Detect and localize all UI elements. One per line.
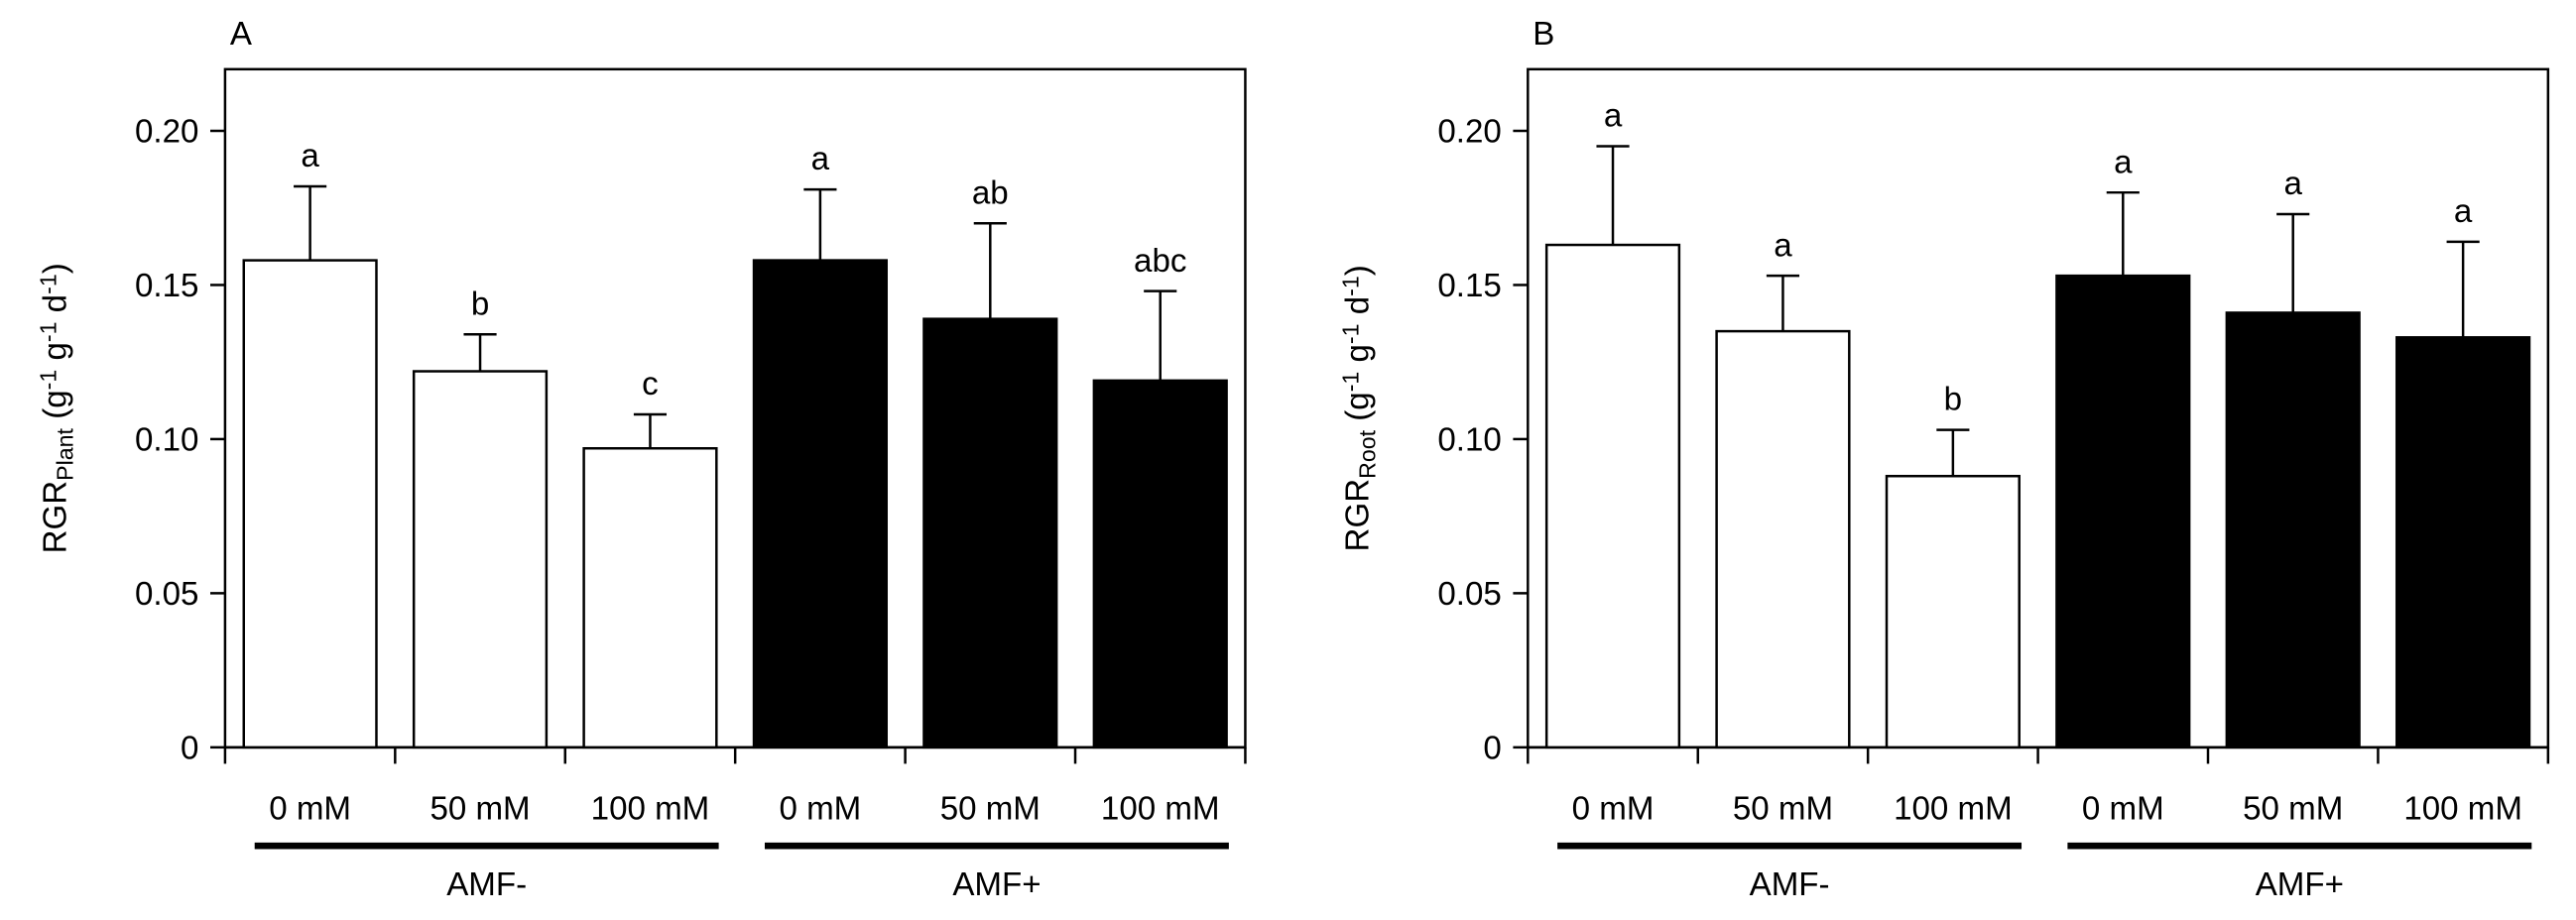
x-tick-label: 100 mM	[1101, 791, 1220, 828]
x-tick-label: 100 mM	[1894, 791, 2013, 828]
bar-label: a	[811, 141, 830, 177]
bar	[1092, 379, 1228, 749]
x-tick-label: 0 mM	[2082, 791, 2164, 828]
bar	[1715, 329, 1851, 749]
bar-label: abc	[1134, 243, 1186, 280]
bar	[2225, 311, 2361, 749]
y-axis-label-part: RGR	[1340, 479, 1377, 552]
y-axis-label-part: Plant	[52, 427, 77, 480]
y-tick-label: 0.15	[1437, 268, 1501, 304]
x-tick-label: 50 mM	[2243, 791, 2343, 828]
panel-label: B	[1533, 16, 1554, 53]
y-axis-label: RGRRoot (g-1 g-1 d-1)	[1337, 265, 1380, 551]
bar	[412, 370, 549, 749]
x-tick-label: 50 mM	[429, 791, 530, 828]
y-tick-label: 0.10	[135, 422, 198, 459]
y-axis-label-part: (g	[1340, 392, 1377, 430]
group-label: AMF+	[2256, 866, 2344, 903]
x-tick-label: 100 mM	[2403, 791, 2522, 828]
bar-label: a	[1604, 98, 1623, 135]
bar-label: a	[2284, 166, 2303, 202]
y-axis-label-part: g	[1340, 344, 1377, 372]
bar	[2395, 336, 2531, 749]
bar	[752, 259, 888, 749]
y-axis-label-part: -1	[1337, 276, 1363, 296]
group-label: AMF-	[446, 866, 527, 903]
y-axis-label-part: -1	[35, 322, 61, 343]
y-tick-label: 0	[1483, 730, 1501, 766]
y-axis-label: RGRPlant (g-1 g-1 d-1)	[35, 263, 77, 553]
y-tick-label: 0.05	[1437, 576, 1501, 613]
bar-label: b	[1944, 382, 1962, 418]
y-axis-label-part: -1	[1337, 323, 1363, 344]
bar-label: a	[2454, 193, 2473, 230]
y-tick-label: 0	[181, 730, 198, 766]
y-axis-label-part: -1	[35, 274, 61, 294]
bar-label: c	[642, 366, 659, 402]
y-axis-label-part: -1	[1337, 372, 1363, 393]
y-axis-label-part: (g	[37, 390, 73, 428]
x-tick-label: 50 mM	[940, 791, 1041, 828]
bar	[2055, 274, 2191, 749]
y-axis-label-part: )	[1340, 265, 1377, 276]
y-axis-label-part: Root	[1355, 429, 1381, 479]
panel-label: A	[230, 16, 253, 53]
bar	[242, 259, 378, 749]
y-tick-label: 0.15	[135, 268, 198, 304]
plot-frame	[1527, 67, 2550, 749]
y-tick-label: 0.05	[135, 576, 198, 613]
bar	[1885, 474, 2021, 749]
bar-label: a	[2114, 144, 2133, 180]
x-tick-label: 0 mM	[779, 791, 861, 828]
x-tick-label: 50 mM	[1733, 791, 1833, 828]
plot-frame	[223, 67, 1247, 749]
bar	[922, 317, 1058, 749]
bar-label: a	[1774, 227, 1792, 264]
y-axis-label-part: RGR	[37, 481, 73, 554]
group-label: AMF+	[952, 866, 1041, 903]
bar	[1544, 243, 1681, 749]
x-tick-label: 0 mM	[1572, 791, 1655, 828]
bar-label: b	[471, 286, 489, 322]
y-tick-label: 0.20	[135, 114, 198, 151]
y-tick-label: 0.10	[1437, 422, 1501, 459]
y-axis-label-part: d	[1340, 296, 1377, 324]
x-tick-label: 0 mM	[269, 791, 351, 828]
y-axis-label-part: -1	[35, 370, 61, 391]
y-axis-label-part: d	[37, 294, 73, 322]
group-label: AMF-	[1750, 866, 1830, 903]
x-tick-label: 100 mM	[591, 791, 710, 828]
bar	[582, 447, 718, 749]
y-axis-label-part: g	[37, 342, 73, 370]
bar-label: a	[301, 138, 319, 174]
bar-label: ab	[972, 174, 1009, 211]
y-tick-label: 0.20	[1437, 114, 1501, 151]
y-axis-label-part: )	[37, 263, 73, 274]
